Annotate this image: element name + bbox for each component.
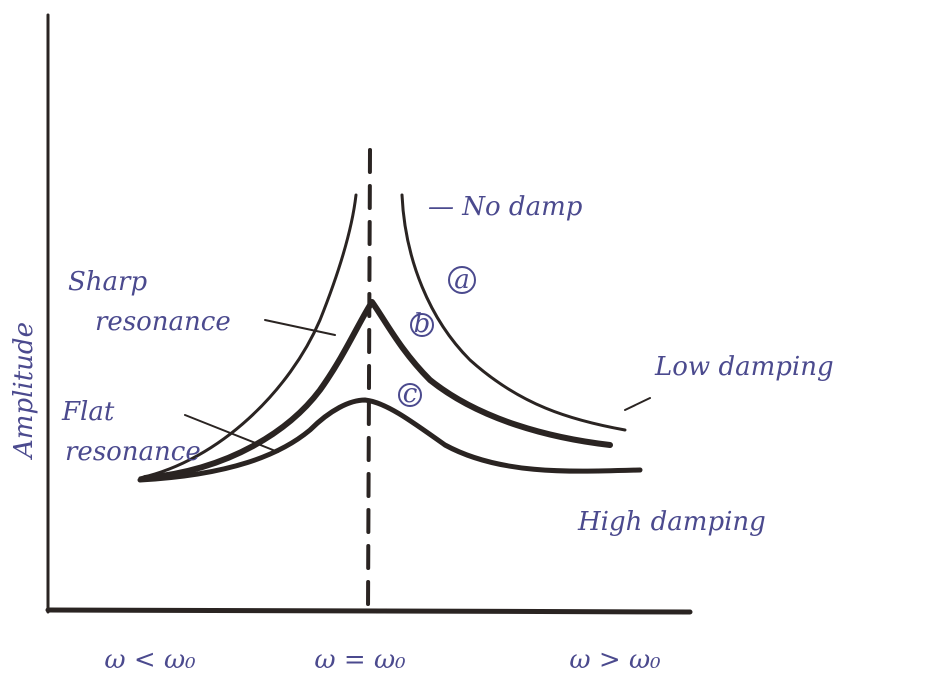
annotation: resonance [65, 437, 201, 467]
curve-label: — No damp [428, 192, 583, 222]
x-axis-label: ω < ω₀ [104, 645, 196, 675]
curve-label: High damping [577, 507, 766, 537]
curve-marker: b [414, 309, 431, 339]
x-axis-label: ω > ω₀ [569, 645, 661, 675]
background [0, 0, 930, 688]
curve-marker: a [454, 265, 470, 295]
y-axis-label: Amplitude [9, 322, 39, 460]
x-axis [48, 610, 690, 612]
x-axis-label: ω = ω₀ [314, 645, 406, 675]
curve-marker: c [403, 379, 418, 409]
curve-label: Low damping [654, 352, 834, 382]
annotation: Flat [61, 397, 115, 427]
annotation: Sharp [68, 267, 147, 297]
diagram: a b c — No damp Low damping High damping… [0, 0, 930, 688]
annotation: resonance [95, 307, 231, 337]
